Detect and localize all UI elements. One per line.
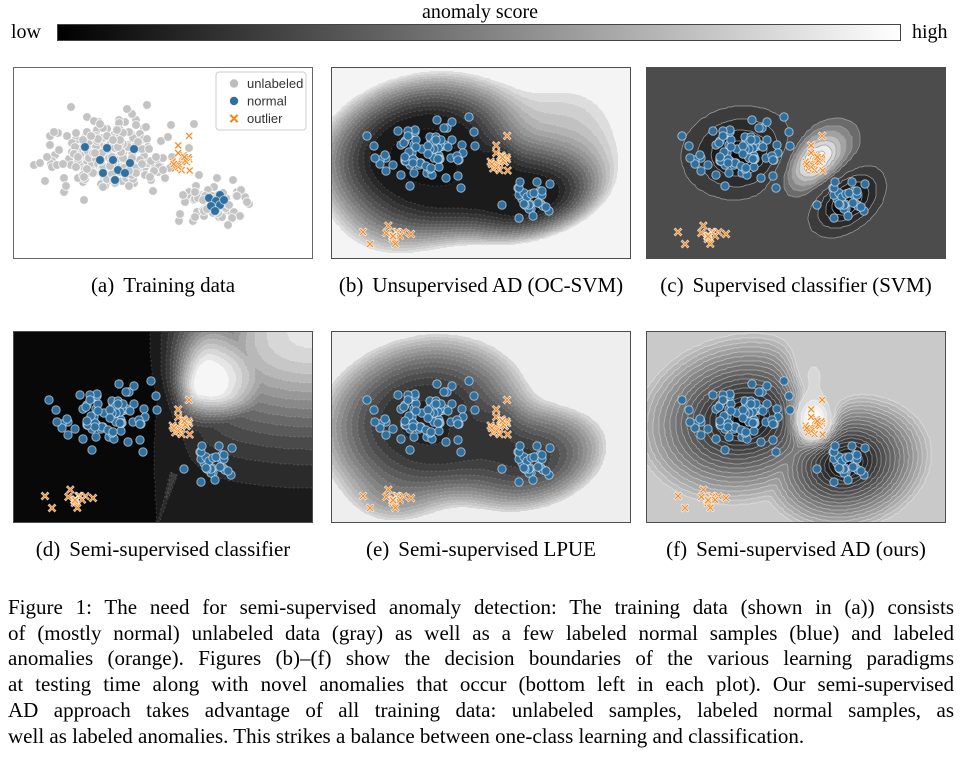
- svg-text:outlier: outlier: [247, 111, 283, 126]
- svg-text:normal: normal: [247, 94, 287, 109]
- svg-text:unlabeled: unlabeled: [247, 76, 303, 91]
